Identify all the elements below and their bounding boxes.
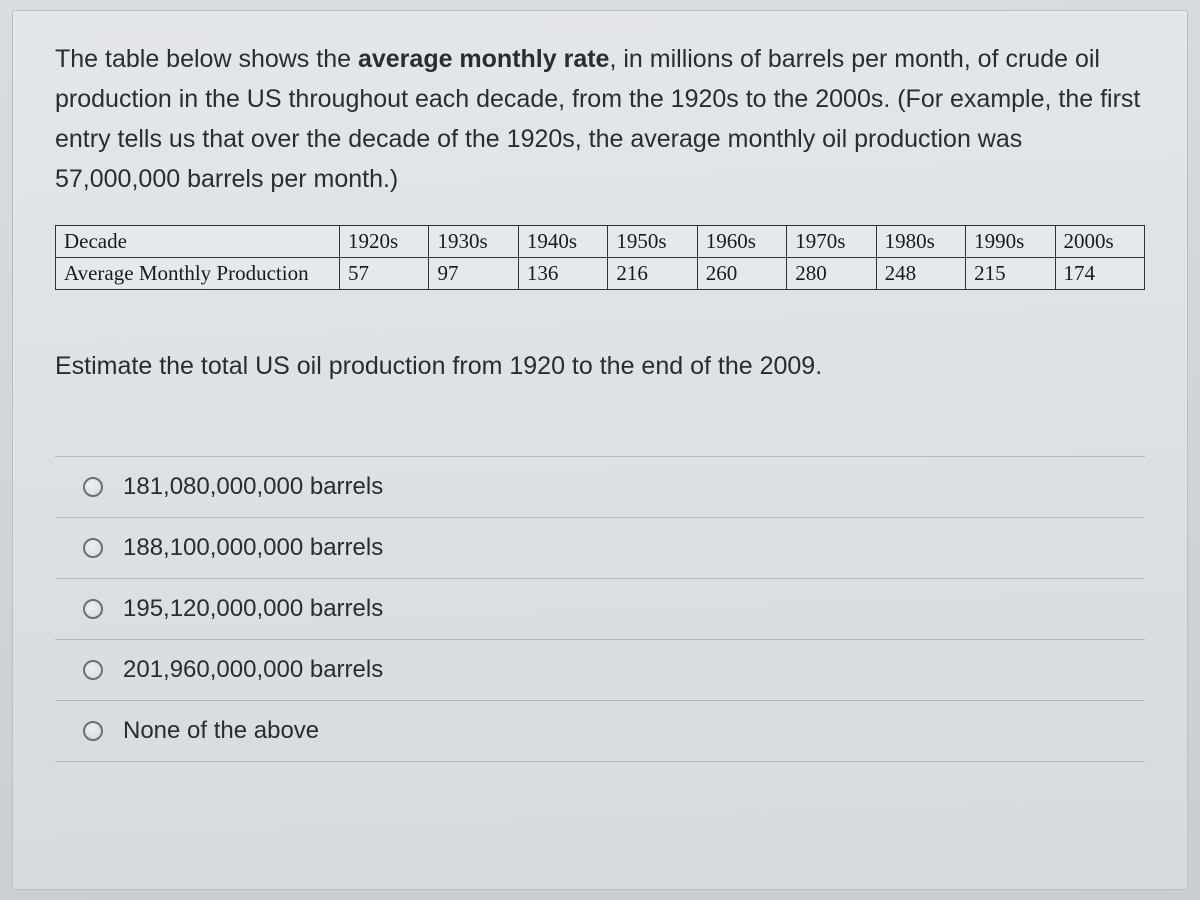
cell-decade: 1980s bbox=[876, 226, 965, 258]
cell-value: 57 bbox=[340, 258, 429, 290]
cell-decade: 1970s bbox=[787, 226, 876, 258]
cell-decade: 1960s bbox=[697, 226, 786, 258]
options-list: 181,080,000,000 barrels 188,100,000,000 … bbox=[55, 456, 1145, 762]
radio-icon bbox=[83, 660, 103, 680]
option-label: 195,120,000,000 barrels bbox=[123, 595, 383, 623]
intro-text-1: The table below shows the bbox=[55, 45, 358, 73]
row-label-decade: Decade bbox=[56, 226, 340, 258]
radio-icon bbox=[83, 599, 103, 619]
cell-value: 174 bbox=[1055, 258, 1145, 290]
cell-value: 260 bbox=[697, 258, 786, 290]
cell-decade: 1920s bbox=[340, 226, 429, 258]
cell-value: 136 bbox=[518, 258, 607, 290]
cell-decade: 1990s bbox=[966, 226, 1055, 258]
cell-decade: 1950s bbox=[608, 226, 697, 258]
option-e[interactable]: None of the above bbox=[55, 700, 1145, 762]
data-table: Decade 1920s 1930s 1940s 1950s 1960s 197… bbox=[55, 225, 1145, 290]
row-label-production: Average Monthly Production bbox=[56, 258, 340, 290]
radio-icon bbox=[83, 477, 103, 497]
table-row: Average Monthly Production 57 97 136 216… bbox=[56, 258, 1145, 290]
cell-value: 248 bbox=[876, 258, 965, 290]
option-label: 188,100,000,000 barrels bbox=[123, 534, 383, 562]
option-label: None of the above bbox=[123, 717, 319, 745]
radio-icon bbox=[83, 538, 103, 558]
cell-decade: 1930s bbox=[429, 226, 518, 258]
option-d[interactable]: 201,960,000,000 barrels bbox=[55, 639, 1145, 700]
option-label: 181,080,000,000 barrels bbox=[123, 473, 383, 501]
radio-icon bbox=[83, 721, 103, 741]
question-panel: The table below shows the average monthl… bbox=[12, 10, 1188, 890]
option-b[interactable]: 188,100,000,000 barrels bbox=[55, 517, 1145, 578]
cell-value: 215 bbox=[966, 258, 1055, 290]
cell-value: 216 bbox=[608, 258, 697, 290]
intro-bold: average monthly rate bbox=[358, 45, 610, 73]
cell-value: 280 bbox=[787, 258, 876, 290]
question-text: Estimate the total US oil production fro… bbox=[55, 346, 1145, 386]
intro-paragraph: The table below shows the average monthl… bbox=[55, 39, 1145, 199]
option-label: 201,960,000,000 barrels bbox=[123, 656, 383, 684]
cell-value: 97 bbox=[429, 258, 518, 290]
option-c[interactable]: 195,120,000,000 barrels bbox=[55, 578, 1145, 639]
cell-decade: 1940s bbox=[518, 226, 607, 258]
table-row: Decade 1920s 1930s 1940s 1950s 1960s 197… bbox=[56, 226, 1145, 258]
cell-decade: 2000s bbox=[1055, 226, 1145, 258]
option-a[interactable]: 181,080,000,000 barrels bbox=[55, 456, 1145, 517]
